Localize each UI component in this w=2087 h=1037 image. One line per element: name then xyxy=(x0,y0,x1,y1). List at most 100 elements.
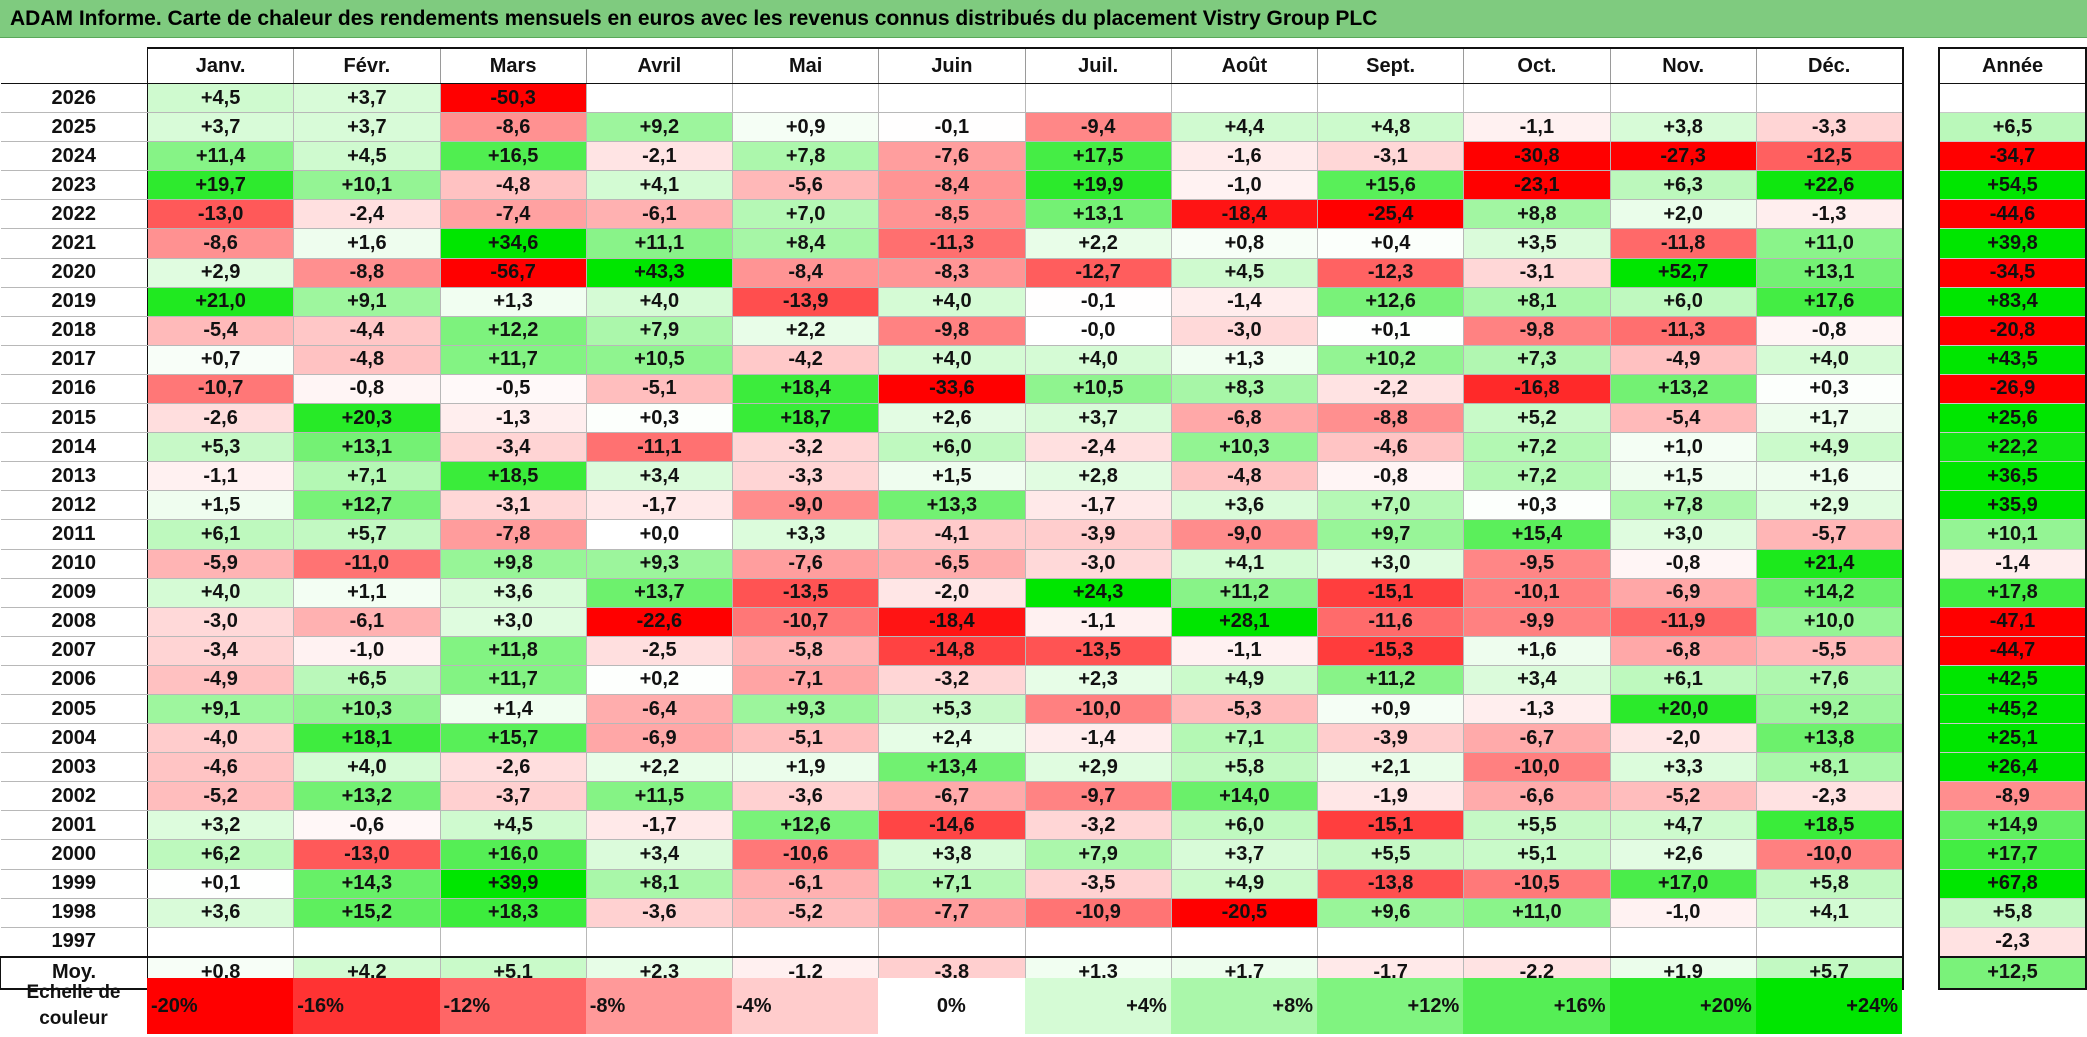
monthly-return-cell: +4,9 xyxy=(1755,432,1904,463)
monthly-return-cell: -10,0 xyxy=(1024,693,1172,725)
year-row: 2023 +19,7 +10,1 -4,8 +4,1 -5,6 -8,4 +19,9 -1,0 +… xyxy=(0,170,1904,201)
monthly-return-cell: +1,7 xyxy=(1755,403,1904,434)
annual-row: -20,8 xyxy=(1938,316,2087,346)
monthly-return-cell: +5,7 xyxy=(293,519,441,550)
annual-return-cell: -2,3 xyxy=(1938,927,2087,958)
year-row: 2007 -3,4 -1,0 +11,8 -2,5 -5,8 -14,8 -13,5 -1,1-… xyxy=(0,635,1904,666)
monthly-return-cell: -25,4 xyxy=(1316,199,1465,230)
annual-row: -8,9 xyxy=(1938,781,2087,812)
monthly-return-cell: -23,1 xyxy=(1463,170,1611,201)
monthly-return-cell: -6,4 xyxy=(585,693,734,725)
annual-row: +43,5 xyxy=(1938,345,2087,375)
annual-row: +54,5 xyxy=(1938,170,2087,201)
monthly-return-cell: +6,2 xyxy=(146,839,295,870)
monthly-return-cell: +7,8 xyxy=(1609,490,1757,521)
monthly-return-cell: -5,7 xyxy=(1755,519,1904,550)
year-row: 2020 +2,9 -8,8 -56,7 +43,3 -8,4 -8,3 -12,7 +4,5-… xyxy=(0,257,1904,288)
monthly-return-cell: -7,4 xyxy=(439,199,587,230)
monthly-return-cell: -5,4 xyxy=(1609,403,1757,434)
annual-return-cell: -44,6 xyxy=(1938,199,2087,230)
year-label: 2014 xyxy=(0,432,148,463)
monthly-return-cell: -5,6 xyxy=(731,170,880,201)
annual-row: +10,1 xyxy=(1938,519,2087,550)
monthly-return-cell: -9,8 xyxy=(1463,315,1611,346)
year-label: 2010 xyxy=(0,548,148,579)
monthly-return-cell: -6,8 xyxy=(1170,403,1319,434)
monthly-return-cell: -7,7 xyxy=(878,897,1026,928)
monthly-return-cell: -0,1 xyxy=(1024,286,1172,317)
monthly-return-cell: +15,7 xyxy=(439,723,587,754)
monthly-return-cell: +0,9 xyxy=(1316,693,1465,725)
monthly-return-cell: +12,6 xyxy=(731,810,880,841)
monthly-return-cell: +2,9 xyxy=(1024,752,1172,783)
monthly-return-cell: -7,8 xyxy=(439,519,587,550)
annual-return-cell: +39,8 xyxy=(1938,228,2087,259)
monthly-return-cell: +9,1 xyxy=(293,286,441,317)
monthly-return-cell: -7,6 xyxy=(878,141,1026,172)
monthly-return-cell: +9,2 xyxy=(585,112,734,143)
monthly-return-cell: -12,3 xyxy=(1316,257,1465,288)
monthly-return-cell: -1,3 xyxy=(439,403,587,434)
monthly-return-cell: -33,6 xyxy=(878,373,1026,405)
annual-row: +25,1 xyxy=(1938,723,2087,754)
monthly-return-cell: +13,3 xyxy=(878,490,1026,521)
monthly-return-cell: +3,4 xyxy=(585,461,734,492)
monthly-return-cell: +3,7 xyxy=(293,112,441,143)
monthly-return-cell: +7,1 xyxy=(293,461,441,492)
monthly-return-cell: -2,6 xyxy=(146,403,295,434)
monthly-return-cell: +3,3 xyxy=(731,519,880,550)
monthly-return-cell xyxy=(1170,926,1319,957)
monthly-return-cell: +39,9 xyxy=(439,868,587,899)
monthly-return-cell: -3,1 xyxy=(1316,141,1465,172)
monthly-return-cell: -4,4 xyxy=(293,315,441,346)
monthly-return-cell: -10,6 xyxy=(731,839,880,870)
monthly-return-cell: +10,2 xyxy=(1316,344,1465,375)
annual-row: -34,5 xyxy=(1938,258,2087,288)
color-scale-label: Echelle de couleur xyxy=(0,978,147,1034)
monthly-return-cell: -1,1 xyxy=(1024,606,1172,637)
monthly-return-cell: -2,6 xyxy=(439,752,587,783)
annual-row: +17,8 xyxy=(1938,578,2087,608)
monthly-return-cell: -3,0 xyxy=(1024,548,1172,579)
monthly-return-cell: +9,3 xyxy=(731,693,880,725)
monthly-return-cell: -3,5 xyxy=(1024,868,1172,899)
monthly-return-cell: +2,6 xyxy=(1609,839,1757,870)
monthly-return-cell: -3,4 xyxy=(439,432,587,463)
monthly-return-cell: -10,7 xyxy=(146,373,295,405)
monthly-return-cell: -10,7 xyxy=(731,606,880,637)
monthly-return-cell: -3,9 xyxy=(1024,519,1172,550)
year-row: 2016 -10,7 -0,8 -0,5 -5,1 +18,4 -33,6 +10,5 +8,3… xyxy=(0,373,1904,405)
color-scale-swatch: -4% xyxy=(732,978,879,1034)
monthly-return-cell: -1,6 xyxy=(1170,141,1319,172)
annual-return-cell: +36,5 xyxy=(1938,461,2087,492)
monthly-return-cell: +3,0 xyxy=(1609,519,1757,550)
monthly-return-cell: -1,7 xyxy=(585,810,734,841)
monthly-return-cell xyxy=(731,82,880,114)
color-scale-swatch: +24% xyxy=(1755,978,1902,1034)
monthly-return-cell: -50,3 xyxy=(439,82,587,114)
monthly-return-cell: +0,8 xyxy=(1170,228,1319,259)
year-label: 2012 xyxy=(0,490,148,521)
monthly-return-cell: +2,2 xyxy=(731,315,880,346)
monthly-return-cell: -4,0 xyxy=(146,723,295,754)
monthly-return-cell: -9,8 xyxy=(878,315,1026,346)
monthly-return-cell: -10,9 xyxy=(1024,897,1172,928)
monthly-return-cell: -2,5 xyxy=(585,635,734,666)
monthly-return-cell: +8,1 xyxy=(1755,752,1904,783)
annual-row: +45,2 xyxy=(1938,694,2087,725)
monthly-return-cell: -3,2 xyxy=(1024,810,1172,841)
annual-row: +39,8 xyxy=(1938,228,2087,259)
monthly-return-cell: -4,8 xyxy=(293,344,441,375)
year-row: 2004 -4,0 +18,1 +15,7 -6,9 -5,1 +2,4 -1,4 +7,1 -3… xyxy=(0,723,1904,754)
monthly-return-cell: -6,8 xyxy=(1609,635,1757,666)
year-row: 2015 -2,6 +20,3 -1,3 +0,3 +18,7 +2,6 +3,7 -6,8 -8… xyxy=(0,403,1904,434)
year-label: 2019 xyxy=(0,286,148,317)
monthly-return-cell: -11,3 xyxy=(1609,315,1757,346)
month-header: Juin xyxy=(878,47,1026,84)
monthly-return-cell: -11,6 xyxy=(1316,606,1465,637)
year-row: 2009 +4,0 +1,1 +3,6 +13,7 -13,5 -2,0 +24,3 +11,2… xyxy=(0,577,1904,608)
monthly-return-cell: -56,7 xyxy=(439,257,587,288)
monthly-return-cell: +3,0 xyxy=(439,606,587,637)
monthly-return-cell: +17,5 xyxy=(1024,141,1172,172)
monthly-return-cell: +6,5 xyxy=(293,664,441,695)
